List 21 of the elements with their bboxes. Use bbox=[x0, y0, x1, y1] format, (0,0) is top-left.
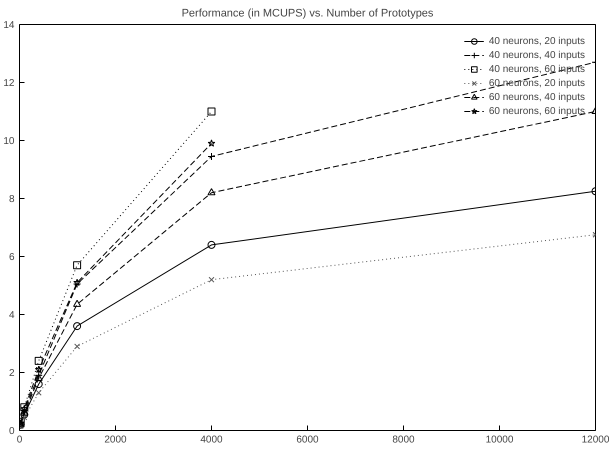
x-tick-label: 8000 bbox=[392, 434, 416, 446]
y-tick-label: 4 bbox=[8, 310, 15, 321]
x-tick-label: 2000 bbox=[104, 434, 128, 446]
x-tick-label: 6000 bbox=[296, 434, 320, 446]
y-tick-label: 10 bbox=[3, 136, 15, 147]
legend-label: 60 neurons, 40 inputs bbox=[488, 90, 585, 104]
legend-label: 60 neurons, 20 inputs bbox=[488, 76, 585, 90]
y-tick-label: 2 bbox=[8, 368, 15, 379]
x-tick-label: 12000 bbox=[582, 434, 610, 446]
chart-title: Performance (in MCUPS) vs. Number of Prototypes bbox=[182, 8, 434, 20]
x-tick-label: 0 bbox=[16, 434, 23, 446]
x-tick-label: 10000 bbox=[486, 434, 514, 446]
legend-label: 40 neurons, 40 inputs bbox=[488, 48, 585, 62]
y-tick-label: 0 bbox=[8, 426, 15, 437]
legend-label: 60 neurons, 60 inputs bbox=[488, 104, 585, 118]
y-tick-label: 8 bbox=[8, 194, 15, 205]
y-tick-label: 6 bbox=[8, 252, 15, 263]
y-tick-label: 12 bbox=[3, 78, 15, 89]
y-tick-label: 14 bbox=[3, 20, 15, 31]
legend-label: 40 neurons, 20 inputs bbox=[488, 34, 585, 48]
x-tick-label: 4000 bbox=[200, 434, 224, 446]
